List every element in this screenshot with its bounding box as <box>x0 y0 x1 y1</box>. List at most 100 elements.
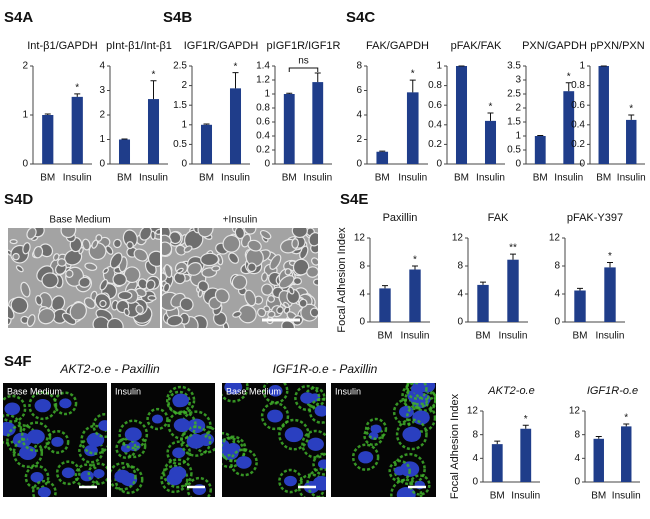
cell <box>278 274 295 289</box>
y-tick-label: 3 <box>99 85 105 96</box>
bar <box>118 139 131 164</box>
cell <box>91 239 99 249</box>
cell-edge <box>308 397 326 424</box>
bar <box>621 426 632 482</box>
error-bar <box>232 72 239 89</box>
x-tick-label: BM <box>596 173 611 184</box>
bar <box>598 66 609 164</box>
cell-edge <box>31 479 57 497</box>
cells <box>3 391 107 497</box>
image-label: Base Medium <box>7 386 62 396</box>
cell-edge <box>118 419 149 450</box>
y-tick-label: 0 <box>99 159 105 170</box>
cell <box>284 268 292 276</box>
nucleus <box>314 405 326 417</box>
cell <box>211 265 221 272</box>
y-tick-label: 8 <box>472 429 478 440</box>
cell <box>9 239 18 245</box>
y-tick-label: 2.5 <box>507 89 521 100</box>
x-tick-label: BM <box>375 173 390 184</box>
cell-edge <box>306 467 326 497</box>
cell <box>41 272 59 289</box>
y-tick-label: 4 <box>457 289 463 300</box>
cell <box>26 314 36 327</box>
cell <box>133 248 149 262</box>
cell <box>81 238 91 251</box>
cell <box>155 228 160 235</box>
y-tick-label: 0 <box>356 159 362 170</box>
nucleus <box>358 451 374 464</box>
y-tick-label: 4 <box>99 61 105 72</box>
bar <box>42 115 54 164</box>
annotation: * <box>152 69 156 80</box>
y-tick-label: 12 <box>354 233 366 244</box>
chart-title: PXN/GAPDH <box>522 40 587 52</box>
cell-edge <box>20 421 52 452</box>
cell <box>164 264 173 279</box>
cell-edge <box>165 385 196 416</box>
error-bar <box>628 114 635 120</box>
y-axis-label: Focal Adhesion Index <box>336 227 348 333</box>
cell <box>176 267 184 274</box>
bar <box>376 151 389 164</box>
y-tick-label: 0 <box>457 317 463 328</box>
nucleus <box>236 456 252 469</box>
annotation: * <box>567 71 571 82</box>
y-tick-label: 0.8 <box>428 80 442 91</box>
y-tick-label: 1 <box>181 119 187 130</box>
chart-title: AKT2-o.e <box>487 385 534 397</box>
cell <box>109 252 123 269</box>
cell <box>162 241 173 257</box>
error-bar <box>382 285 388 289</box>
nucleus <box>59 398 72 409</box>
y-tick-label: 0 <box>574 477 580 488</box>
cell <box>292 277 303 286</box>
nucleus <box>186 433 205 449</box>
nucleus <box>34 398 51 413</box>
x-tick-label: Insulin <box>401 331 430 342</box>
x-tick-label: BM <box>282 173 297 184</box>
cell <box>243 228 257 235</box>
chart-title: FAK <box>488 212 509 224</box>
nucleus <box>114 469 131 483</box>
bar <box>200 124 213 164</box>
error-bar <box>522 424 529 429</box>
cell-edge <box>55 460 81 486</box>
panel-label: S4D <box>4 191 33 208</box>
cell <box>281 320 296 328</box>
error-bar <box>494 440 501 445</box>
cell-edge <box>166 440 192 466</box>
x-tick-label: Insulin <box>617 173 646 184</box>
image-label: Insulin <box>115 386 141 396</box>
cell <box>150 230 156 240</box>
chart-title: IGF1R/GAPDH <box>184 40 259 52</box>
cell <box>135 287 147 298</box>
x-tick-label: Insulin <box>554 173 583 184</box>
nucleus <box>224 383 243 395</box>
y-tick-label: 0.5 <box>173 139 187 150</box>
bar <box>520 428 532 482</box>
error-bar <box>487 112 494 121</box>
cell <box>123 307 130 317</box>
error-bar <box>150 80 157 100</box>
cell <box>200 252 219 267</box>
cell-edge <box>260 401 290 431</box>
cell-edge <box>395 418 428 451</box>
bar <box>477 284 489 322</box>
y-tick-label: 1.5 <box>173 100 187 111</box>
cell-edge <box>3 413 23 445</box>
cell <box>197 228 214 238</box>
y-tick-label: 2 <box>22 61 28 72</box>
cell-edge <box>80 424 107 455</box>
y-tick-label: 4 <box>574 453 580 464</box>
bar <box>71 96 83 164</box>
nucleus <box>80 470 94 482</box>
annotation: * <box>75 83 79 94</box>
cell <box>112 272 127 287</box>
cell-edge <box>111 462 137 491</box>
y-tick-label: 1.4 <box>256 61 270 72</box>
error-bar <box>74 93 81 97</box>
cell-edge <box>405 402 436 433</box>
nucleus <box>3 421 16 437</box>
